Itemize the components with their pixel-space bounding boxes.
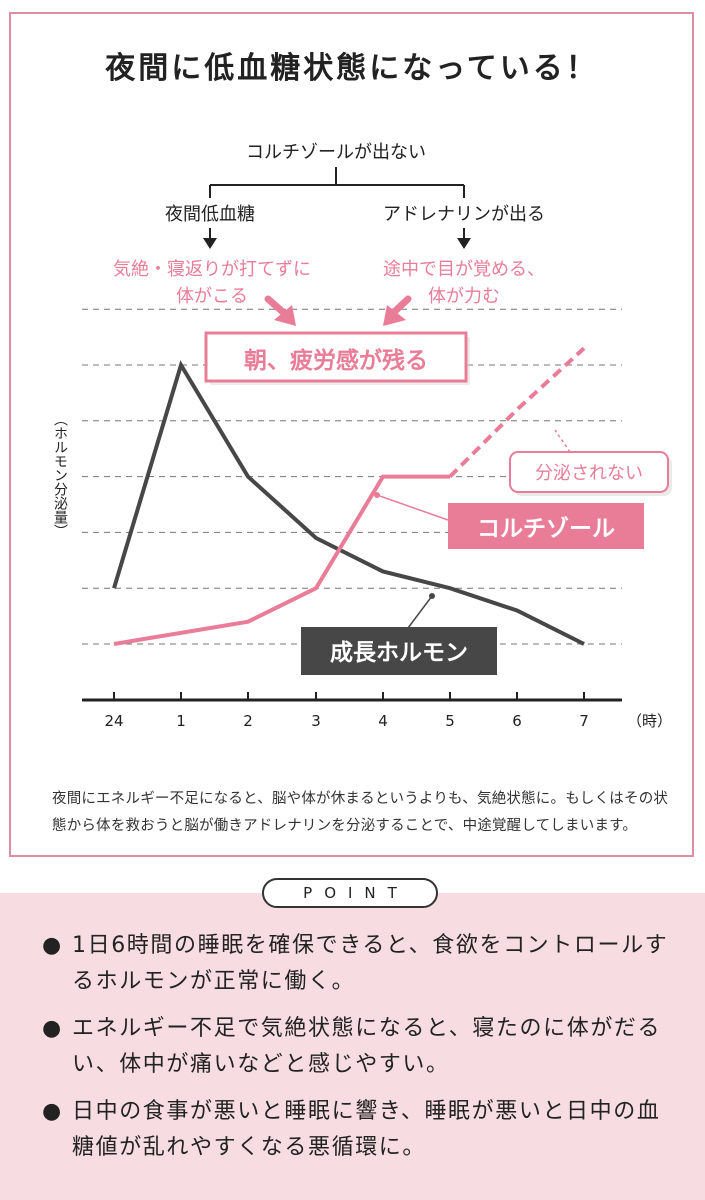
flow-right-effect-line1: 途中で目が覚める、	[383, 259, 545, 280]
bullet-icon: ●	[42, 1099, 63, 1124]
x-ticks: 24 1 2 3 4 5 6 7	[104, 692, 589, 730]
not-secreted-callout: 分泌されない	[509, 429, 672, 496]
x-tick-label: 24	[104, 712, 123, 730]
x-tick-label: 2	[243, 712, 253, 730]
point-item-text: エネルギー不足で気絶状態になると、寝たのに体がだるい、体中が痛いなどと感じやすい…	[72, 1016, 662, 1077]
x-axis-unit: （時）	[627, 712, 672, 730]
flow-right-effect-line2: 体が力む	[428, 286, 500, 307]
x-tick-label: 3	[311, 712, 321, 730]
down-arrow-left-icon	[203, 228, 217, 249]
result-box: 朝、疲労感が残る	[204, 331, 470, 385]
growth-hormone-line	[112, 360, 585, 646]
arrow-to-result-right-icon	[383, 295, 412, 326]
gridlines	[82, 308, 622, 645]
x-tick-label: 7	[579, 712, 589, 730]
series-layer	[112, 346, 586, 646]
cortisol-label: コルチゾール	[477, 515, 615, 542]
y-axis-label: （ホルモン分泌量）	[52, 412, 68, 538]
flow-left-effect-line2: 体がこる	[176, 286, 248, 307]
cortisol-line	[113, 474, 450, 646]
x-tick-label: 4	[378, 712, 388, 730]
point-item-2: ● エネルギー不足で気絶状態になると、寝たのに体がだるい、体中が痛いなどと感じや…	[42, 1011, 672, 1083]
chart-caption: 夜間にエネルギー不足になると、脳や体が休まるというよりも、気絶状態に。もしくはそ…	[52, 791, 669, 834]
result-text: 朝、疲労感が残る	[244, 347, 428, 374]
flow-top-label: コルチゾールが出ない	[246, 142, 426, 163]
x-tick-label: 5	[445, 712, 455, 730]
x-tick-label: 6	[512, 712, 522, 730]
point-item-text: 日中の食事が悪いと睡眠に響き、睡眠が悪いと日中の血糖値が乱れやすくなる悪循環に。	[72, 1099, 661, 1160]
down-arrow-right-icon	[457, 228, 471, 249]
diagram-frame	[9, 12, 694, 857]
chart-title: 夜間に低血糖状態になっている！	[104, 51, 599, 86]
growth-hormone-label-box: 成長ホルモン	[301, 593, 497, 675]
flow-right-node: アドレナリンが出る	[383, 204, 545, 225]
cortisol-label-box: コルチゾール	[374, 492, 644, 549]
growth-hormone-label: 成長ホルモン	[330, 640, 468, 666]
point-section	[0, 893, 705, 1200]
flow-left-node: 夜間低血糖	[165, 204, 255, 225]
bullet-icon: ●	[42, 1016, 63, 1041]
point-label: POINT	[262, 878, 438, 908]
chart-figure: 夜間に低血糖状態になっている！ コルチゾールが出ない 夜間低血糖 アドレナリンが…	[52, 51, 672, 730]
not-secreted-label: 分泌されない	[535, 463, 643, 484]
flow-bracket	[209, 167, 465, 198]
point-item-text: 1日6時間の睡眠を確保できると、食欲をコントロールするホルモンが正常に働く。	[72, 933, 669, 994]
flow-left-effect-line1: 気絶・寝返りが打てずに	[113, 259, 311, 280]
x-tick-label: 1	[176, 712, 186, 730]
point-item-1: ● 1日6時間の睡眠を確保できると、食欲をコントロールするホルモンが正常に働く。	[42, 928, 672, 1000]
bullet-icon: ●	[42, 933, 63, 958]
arrow-to-result-left-icon	[264, 295, 296, 326]
point-item-3: ● 日中の食事が悪いと睡眠に響き、睡眠が悪いと日中の血糖値が乱れやすくなる悪循環…	[42, 1094, 672, 1166]
